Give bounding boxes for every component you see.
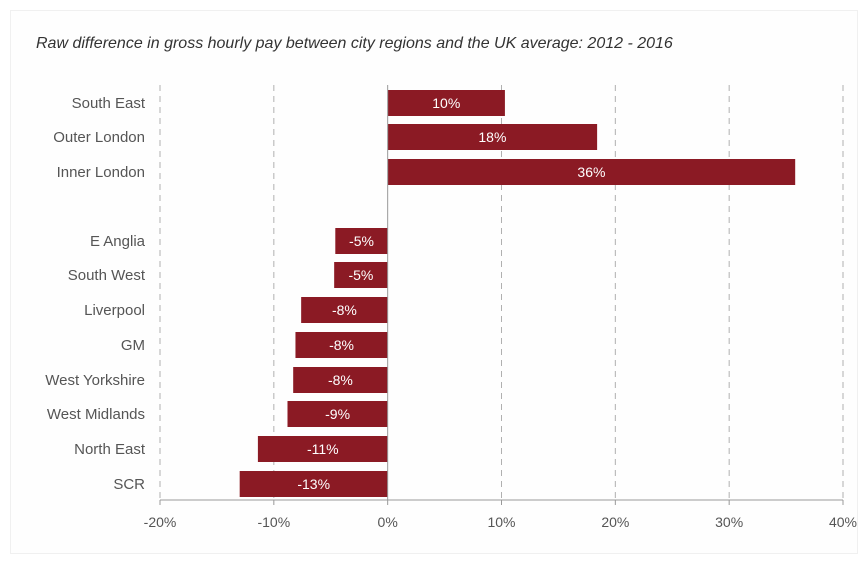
bar-value-label: 18%: [478, 129, 506, 145]
bar: [293, 367, 388, 393]
category-label: Outer London: [53, 129, 145, 146]
bar-value-label: 36%: [577, 164, 605, 180]
bar: [301, 297, 388, 323]
bar-value-label: -5%: [349, 233, 374, 249]
bar-value-label: -13%: [297, 476, 330, 492]
category-label: South East: [72, 95, 146, 112]
x-tick-label: 10%: [487, 514, 515, 530]
bar: [387, 90, 505, 116]
category-label: GM: [121, 337, 145, 354]
bar: [387, 124, 598, 150]
bar-value-label: 10%: [432, 95, 460, 111]
bar: [239, 471, 388, 497]
bar-value-label: -5%: [348, 267, 373, 283]
category-label: West Yorkshire: [45, 372, 145, 389]
chart-title: Raw difference in gross hourly pay betwe…: [36, 35, 673, 52]
category-label: North East: [74, 441, 146, 458]
bar-value-label: -11%: [307, 441, 339, 457]
category-label: West Midlands: [47, 406, 145, 423]
bar: [334, 262, 388, 288]
bar-value-label: -9%: [325, 406, 350, 422]
x-tick-label: 30%: [715, 514, 743, 530]
category-label: South West: [68, 267, 146, 284]
bar: [287, 401, 388, 427]
category-label: E Anglia: [90, 233, 146, 250]
bar-value-label: -8%: [328, 372, 353, 388]
bar: [335, 228, 388, 254]
bar-value-label: -8%: [332, 302, 357, 318]
x-tick-label: -20%: [144, 514, 177, 530]
bar: [295, 332, 388, 358]
bar: [387, 159, 796, 185]
category-label: SCR: [113, 476, 145, 493]
x-tick-label: 20%: [601, 514, 629, 530]
x-tick-label: 0%: [378, 514, 398, 530]
category-label: Inner London: [57, 164, 145, 181]
x-tick-label: -10%: [257, 514, 290, 530]
category-label: Liverpool: [84, 302, 145, 319]
bar: [257, 436, 388, 462]
bar-value-label: -8%: [329, 337, 354, 353]
x-tick-label: 40%: [829, 514, 857, 530]
